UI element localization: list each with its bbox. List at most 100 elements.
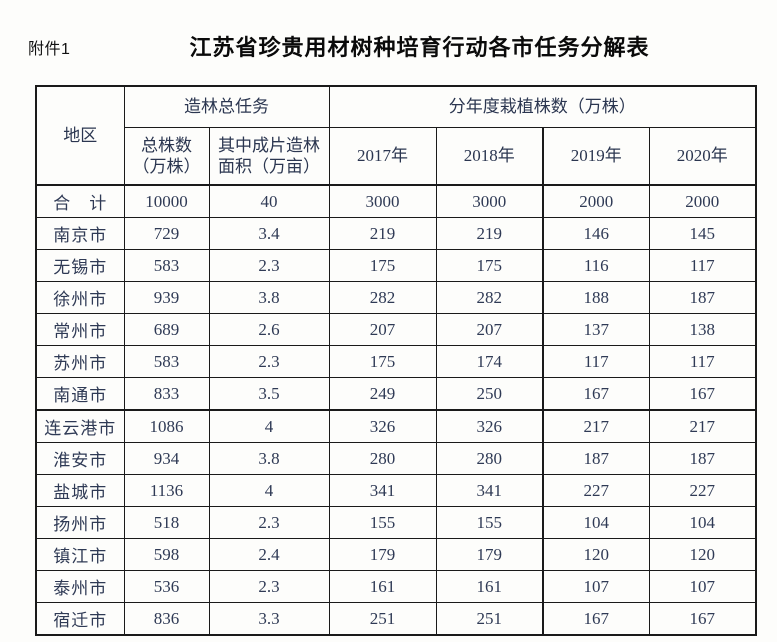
table-row: 合 计 10000 40 3000 3000 2000 2000 [35,184,757,218]
region-cell: 镇江市 [35,538,125,571]
region-cell: 南京市 [35,217,125,250]
region-cell: 泰州市 [35,570,125,603]
value-cell: 939 [123,281,210,314]
value-cell: 107 [542,570,650,603]
value-cell: 155 [328,506,437,539]
value-cell: 167 [648,602,757,636]
value-cell: 179 [328,538,437,571]
value-cell: 10000 [123,184,210,218]
value-cell: 2.4 [208,538,330,571]
value-cell: 179 [435,538,544,571]
value-cell: 4 [208,474,330,507]
table-row: 连云港市 1086 4 326 326 217 217 [35,409,757,443]
value-cell: 3000 [328,184,437,218]
table-row: 镇江市 598 2.4 179 179 120 120 [35,538,757,571]
value-cell: 836 [123,602,210,636]
region-cell: 南通市 [35,377,125,411]
value-cell: 227 [648,474,757,507]
region-cell: 无锡市 [35,249,125,282]
value-cell: 146 [542,217,650,250]
value-cell: 280 [328,442,437,475]
task-breakdown-table: 地区 造林总任务 分年度栽植株数（万株） 总株数（万株） 其中成片造林面积（万亩… [35,85,757,636]
table-row: 扬州市 518 2.3 155 155 104 104 [35,506,757,539]
table-row: 盐城市 1136 4 341 341 227 227 [35,474,757,507]
value-cell: 120 [542,538,650,571]
value-cell: 3000 [435,184,544,218]
value-cell: 175 [328,249,437,282]
header-total-plants: 总株数（万株） [123,127,210,186]
value-cell: 341 [328,474,437,507]
header-contiguous-area: 其中成片造林面积（万亩） [208,127,330,186]
document-header: 附件1 江苏省珍贵用材树种培育行动各市任务分解表 [0,30,777,64]
value-cell: 689 [123,313,210,346]
value-cell: 4 [208,409,330,443]
table-header: 地区 造林总任务 分年度栽植株数（万株） 总株数（万株） 其中成片造林面积（万亩… [35,85,757,186]
region-cell: 连云港市 [35,409,125,443]
table-row: 宿迁市 836 3.3 251 251 167 167 [35,602,757,636]
value-cell: 249 [328,377,437,411]
value-cell: 117 [648,345,757,378]
value-cell: 137 [542,313,650,346]
header-annual-group: 分年度栽植株数（万株） [328,85,757,128]
value-cell: 188 [542,281,650,314]
page-title: 江苏省珍贵用材树种培育行动各市任务分解表 [189,35,650,60]
value-cell: 167 [542,602,650,636]
value-cell: 2.3 [208,506,330,539]
region-cell: 苏州市 [35,345,125,378]
value-cell: 934 [123,442,210,475]
value-cell: 161 [328,570,437,603]
value-cell: 282 [435,281,544,314]
value-cell: 217 [542,409,650,443]
value-cell: 3.3 [208,602,330,636]
value-cell: 251 [435,602,544,636]
value-cell: 729 [123,217,210,250]
value-cell: 107 [648,570,757,603]
table-row: 无锡市 583 2.3 175 175 116 117 [35,249,757,282]
header-year-2020: 2020年 [648,127,757,186]
value-cell: 145 [648,217,757,250]
value-cell: 174 [435,345,544,378]
value-cell: 326 [328,409,437,443]
region-cell: 合 计 [35,184,125,218]
value-cell: 2.3 [208,249,330,282]
table-row: 徐州市 939 3.8 282 282 188 187 [35,281,757,314]
region-cell: 淮安市 [35,442,125,475]
header-region: 地区 [35,85,125,186]
value-cell: 207 [328,313,437,346]
value-cell: 598 [123,538,210,571]
header-year-2019: 2019年 [542,127,650,186]
value-cell: 2.3 [208,570,330,603]
table-row: 淮安市 934 3.8 280 280 187 187 [35,442,757,475]
value-cell: 2.3 [208,345,330,378]
value-cell: 280 [435,442,544,475]
value-cell: 250 [435,377,544,411]
value-cell: 187 [648,442,757,475]
header-year-2017: 2017年 [328,127,437,186]
value-cell: 3.5 [208,377,330,411]
value-cell: 175 [328,345,437,378]
value-cell: 219 [435,217,544,250]
header-afforestation-group: 造林总任务 [123,85,330,128]
value-cell: 1136 [123,474,210,507]
value-cell: 2.6 [208,313,330,346]
value-cell: 833 [123,377,210,411]
value-cell: 3.4 [208,217,330,250]
value-cell: 583 [123,345,210,378]
region-cell: 宿迁市 [35,602,125,636]
value-cell: 187 [542,442,650,475]
value-cell: 2000 [648,184,757,218]
value-cell: 104 [542,506,650,539]
value-cell: 116 [542,249,650,282]
value-cell: 282 [328,281,437,314]
value-cell: 1086 [123,409,210,443]
value-cell: 227 [542,474,650,507]
table-row: 南京市 729 3.4 219 219 146 145 [35,217,757,250]
value-cell: 120 [648,538,757,571]
region-cell: 徐州市 [35,281,125,314]
value-cell: 326 [435,409,544,443]
region-cell: 盐城市 [35,474,125,507]
header-year-2018: 2018年 [435,127,544,186]
value-cell: 161 [435,570,544,603]
value-cell: 155 [435,506,544,539]
